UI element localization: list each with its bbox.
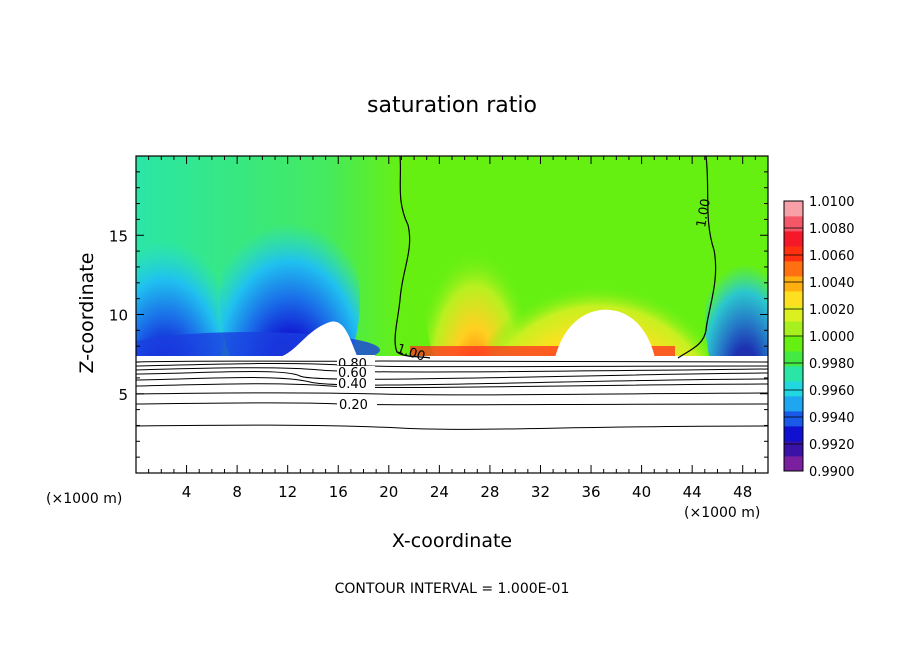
colorbar-tick-label: 1.0080 — [809, 222, 855, 237]
x-tick-label: 24 — [430, 483, 449, 501]
colorbar-swatch — [784, 351, 803, 367]
colorbar-swatch — [784, 246, 803, 262]
plot-area — [136, 156, 768, 473]
colorbar-swatch — [784, 261, 803, 277]
white-dome-right — [555, 309, 655, 358]
colorbar-swatch — [784, 291, 803, 307]
contour-1-00-left — [394, 156, 431, 359]
y-tick-label: 10 — [109, 307, 128, 325]
x-unit-right: (×1000 m) — [684, 505, 760, 521]
chart-title: saturation ratio — [367, 93, 537, 118]
colorbar-tick-label: 1.0060 — [809, 249, 855, 264]
x-axis: 4 8 12 16 20 24 28 32 36 40 44 48 — [148, 156, 756, 501]
colorbar-swatch — [784, 456, 803, 472]
white-mound-left — [275, 321, 358, 358]
colorbar-swatch — [784, 336, 803, 352]
x-tick-label: 12 — [278, 483, 297, 501]
x-axis-label: X-coordinate — [392, 530, 512, 552]
colorbar-tick-label: 1.0000 — [809, 330, 855, 345]
colorbar-tick-label: 0.9960 — [809, 384, 855, 399]
colorbar-swatch — [784, 321, 803, 337]
contour-interval-footer: CONTOUR INTERVAL = 1.000E-01 — [335, 581, 570, 597]
stable-lower-layer — [136, 356, 768, 473]
x-tick-label: 28 — [480, 483, 499, 501]
colorbar-swatch — [784, 381, 803, 397]
colorbar-swatch — [784, 411, 803, 427]
colorbar-swatch — [784, 216, 803, 232]
colorbar-swatch — [784, 441, 803, 457]
colorbar-swatch — [784, 276, 803, 292]
x-tick-label: 4 — [182, 483, 192, 501]
y-axis: 5 10 15 — [109, 171, 768, 458]
colorbar-swatch — [784, 366, 803, 382]
colorbar-tick-label: 0.9900 — [809, 465, 855, 480]
colorbar-swatch — [784, 396, 803, 412]
colorbar-tick-label: 0.9920 — [809, 438, 855, 453]
x-unit-left: (×1000 m) — [46, 491, 122, 507]
contour-1-00-right — [677, 156, 717, 359]
contour-lower-5 — [136, 377, 768, 386]
x-tick-label: 8 — [232, 483, 242, 501]
colorbar-tick-label: 1.0040 — [809, 276, 855, 291]
x-tick-label: 36 — [581, 483, 600, 501]
contour-label-020: 0.20 — [339, 398, 368, 413]
x-tick-label: 44 — [683, 483, 702, 501]
colorbar-swatch — [784, 231, 803, 247]
contour-lower-4 — [136, 371, 768, 380]
y-tick-label: 15 — [109, 227, 128, 245]
contour-lower-2 — [136, 362, 768, 368]
x-tick-label: 32 — [531, 483, 550, 501]
contour-lower-1 — [136, 360, 768, 363]
colorbar-tick-label: 0.9940 — [809, 411, 855, 426]
y-axis-label: Z-coordinate — [76, 253, 98, 374]
colorbar-tick-label: 0.9980 — [809, 357, 855, 372]
colorbar-swatch — [784, 306, 803, 322]
contour-label-100-right: 1.00 — [694, 198, 714, 229]
colorbar-tick-label: 1.0100 — [809, 195, 855, 210]
contour-label-bg-060 — [337, 366, 375, 376]
contour-lower-7 — [136, 392, 768, 396]
colorbar-tick-label: 1.0020 — [809, 303, 855, 318]
contour-label-040: 0.40 — [338, 377, 367, 392]
contour-lower-9 — [136, 424, 768, 430]
colorbar: 1.0100 1.0080 1.0060 1.0040 1.0020 1.0000 0.99… — [783, 195, 855, 480]
y-tick-label: 5 — [118, 386, 128, 404]
colorbar-swatch — [784, 426, 803, 442]
x-tick-label: 40 — [632, 483, 651, 501]
colorbar-swatch — [784, 201, 803, 217]
contour-label-bg-040 — [337, 377, 375, 389]
x-tick-label: 16 — [329, 483, 348, 501]
contour-labels: 0.80 0.60 0.40 0.20 1.00 1.00 — [337, 198, 714, 413]
x-tick-label: 48 — [733, 483, 752, 501]
x-tick-label: 20 — [379, 483, 398, 501]
contour-label-bg-080 — [337, 355, 375, 365]
contour-label-bg-020 — [337, 396, 377, 410]
chart-title-text: saturation ratio — [367, 93, 537, 118]
